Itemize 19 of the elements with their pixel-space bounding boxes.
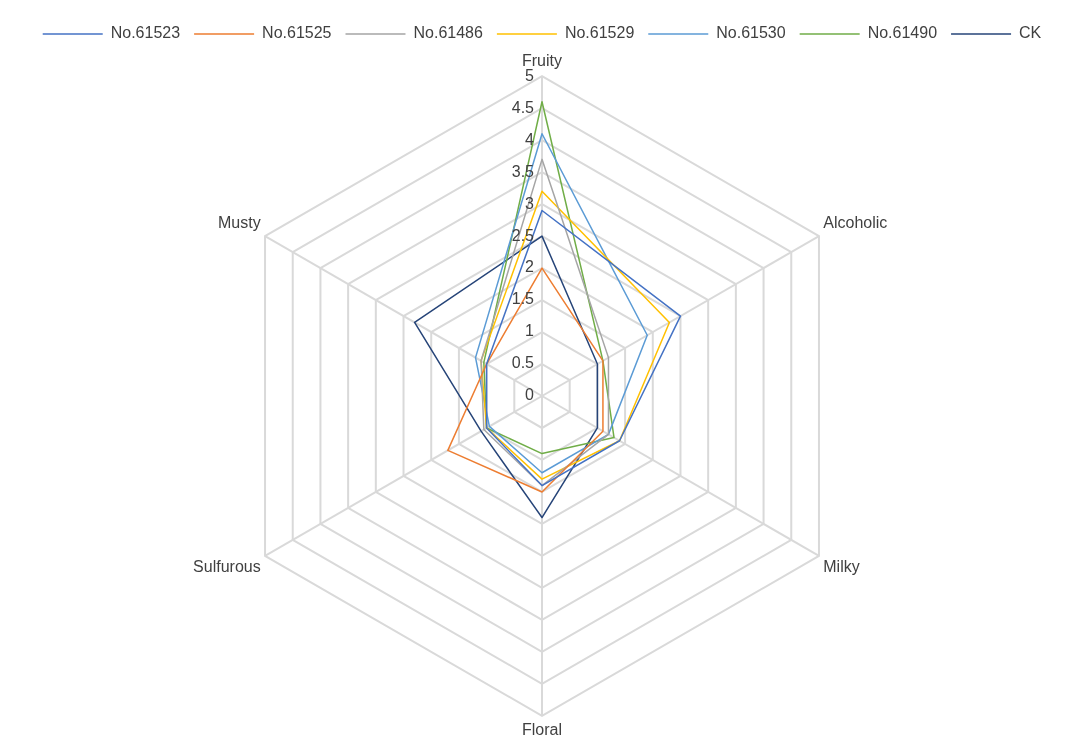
legend-label: CK [1019, 24, 1042, 42]
legend-label: No.61486 [413, 24, 483, 42]
y-tick-label: 0.5 [511, 354, 535, 372]
legend-label: No.61490 [867, 24, 938, 42]
spoke-label: Floral [521, 720, 563, 738]
y-tick-label: 1 [525, 322, 535, 340]
spoke-label: Musty [218, 214, 261, 232]
y-tick-label: 0 [525, 386, 535, 404]
y-tick-label: 4 [525, 130, 535, 148]
legend-label: No.61530 [716, 24, 786, 42]
spoke-label: Milky [823, 558, 860, 576]
legend-label: No.61523 [110, 24, 181, 42]
y-tick-label: 3 [525, 194, 535, 212]
legend-label: No.61529 [564, 24, 635, 42]
legend-label: No.61525 [262, 24, 332, 42]
y-tick-label: 2 [525, 258, 535, 276]
y-tick-label: 4.5 [511, 98, 535, 116]
spoke-label: Sulfurous [193, 558, 261, 576]
spoke-label: Alcoholic [823, 214, 888, 232]
